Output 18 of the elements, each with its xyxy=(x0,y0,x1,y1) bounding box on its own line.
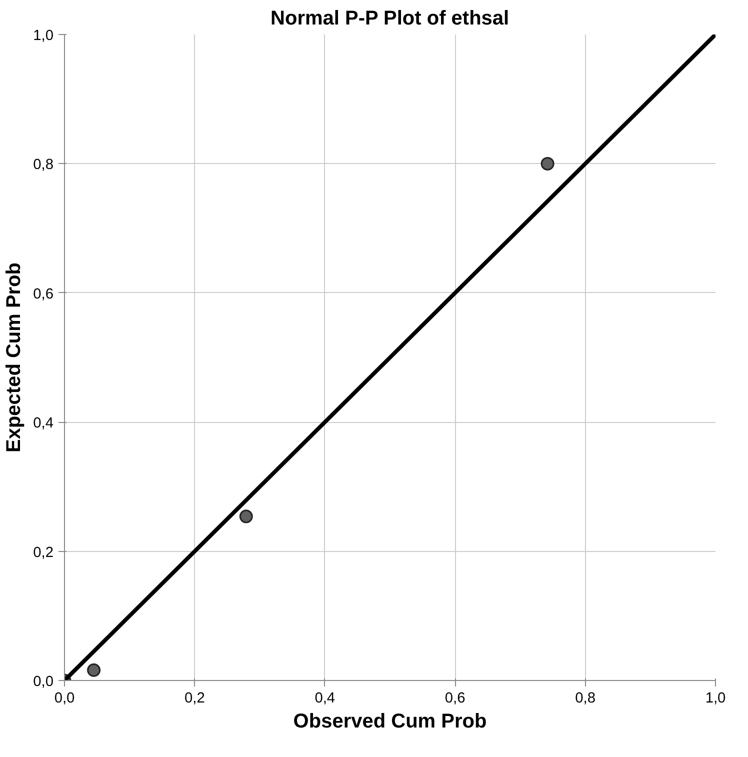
x-tick-label: 1,0 xyxy=(705,690,726,706)
y-tick-label: 0,8 xyxy=(33,157,54,174)
y-tick-label: 0,4 xyxy=(33,416,54,432)
y-tick-label: 0,0 xyxy=(33,674,54,690)
x-tick-label: 0,2 xyxy=(184,690,205,706)
y-tick-label: 0,6 xyxy=(33,286,54,302)
x-tick-label: 0,4 xyxy=(314,690,336,706)
point xyxy=(540,156,554,170)
point xyxy=(239,510,253,524)
x-tick-label: 0,0 xyxy=(54,690,75,706)
x-tick-label: 0,8 xyxy=(575,690,596,706)
x-axis-title: Observed Cum Prob xyxy=(293,710,487,732)
y-tick-label: 0,2 xyxy=(33,544,54,561)
y-tick-label: 1,0 xyxy=(33,28,54,44)
x-tick-label: 0,6 xyxy=(444,690,466,706)
chart-title: Normal P-P Plot of ethsal xyxy=(270,8,510,30)
point xyxy=(87,663,101,677)
y-axis-title: Expected Cum Prob xyxy=(3,262,26,453)
